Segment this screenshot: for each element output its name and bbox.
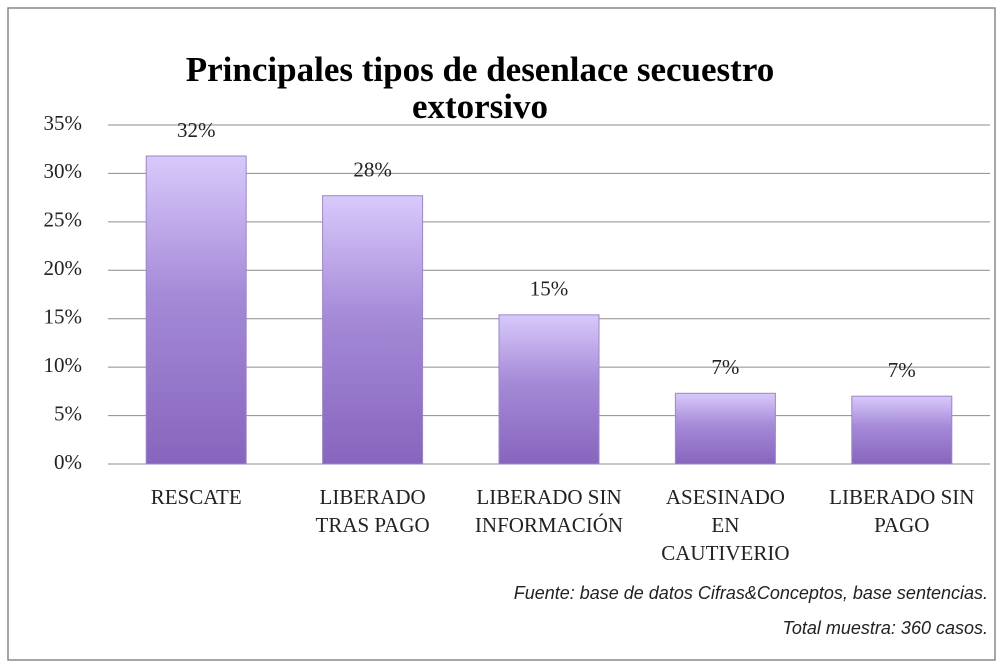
x-tick-label: TRAS PAGO [316,513,430,537]
y-tick-label: 20% [44,256,83,280]
y-tick-label: 5% [54,401,82,425]
data-label: 7% [711,355,739,379]
chart-title: Principales tipos de desenlace secuestro [186,50,774,89]
y-tick-label: 25% [44,208,83,232]
x-tick-label: INFORMACIÓN [475,513,623,537]
x-tick-label: RESCATE [151,485,242,509]
x-tick-label: EN [711,513,739,537]
data-label: 15% [530,277,569,301]
bar [674,392,776,465]
data-label: 7% [888,358,916,382]
x-tick-label: ASESINADO [666,485,785,509]
bar [851,395,953,465]
chart-title: extorsivo [412,87,548,126]
x-tick-label: PAGO [874,513,929,537]
x-tick-label: LIBERADO SIN [476,485,621,509]
y-tick-label: 35% [44,111,83,135]
source-note: Total muestra: 360 casos. [783,618,988,638]
y-tick-label: 30% [44,159,83,183]
bar [322,195,424,465]
x-tick-label: LIBERADO SIN [829,485,974,509]
bar [498,314,600,465]
x-tick-label: CAUTIVERIO [661,541,789,565]
data-label: 28% [353,158,392,182]
bar [145,155,247,465]
data-label: 32% [177,118,216,142]
plot: 0% 5% 10% 15% 20% 25% 30% 35% RESCATE 32% LIBERADO… [44,111,990,565]
source-note: Fuente: base de datos Cifras&Conceptos, … [514,583,988,603]
y-tick-label: 0% [54,450,82,474]
y-tick-label: 15% [44,305,83,329]
x-tick-label: LIBERADO [320,485,426,509]
y-tick-label: 10% [44,353,83,377]
